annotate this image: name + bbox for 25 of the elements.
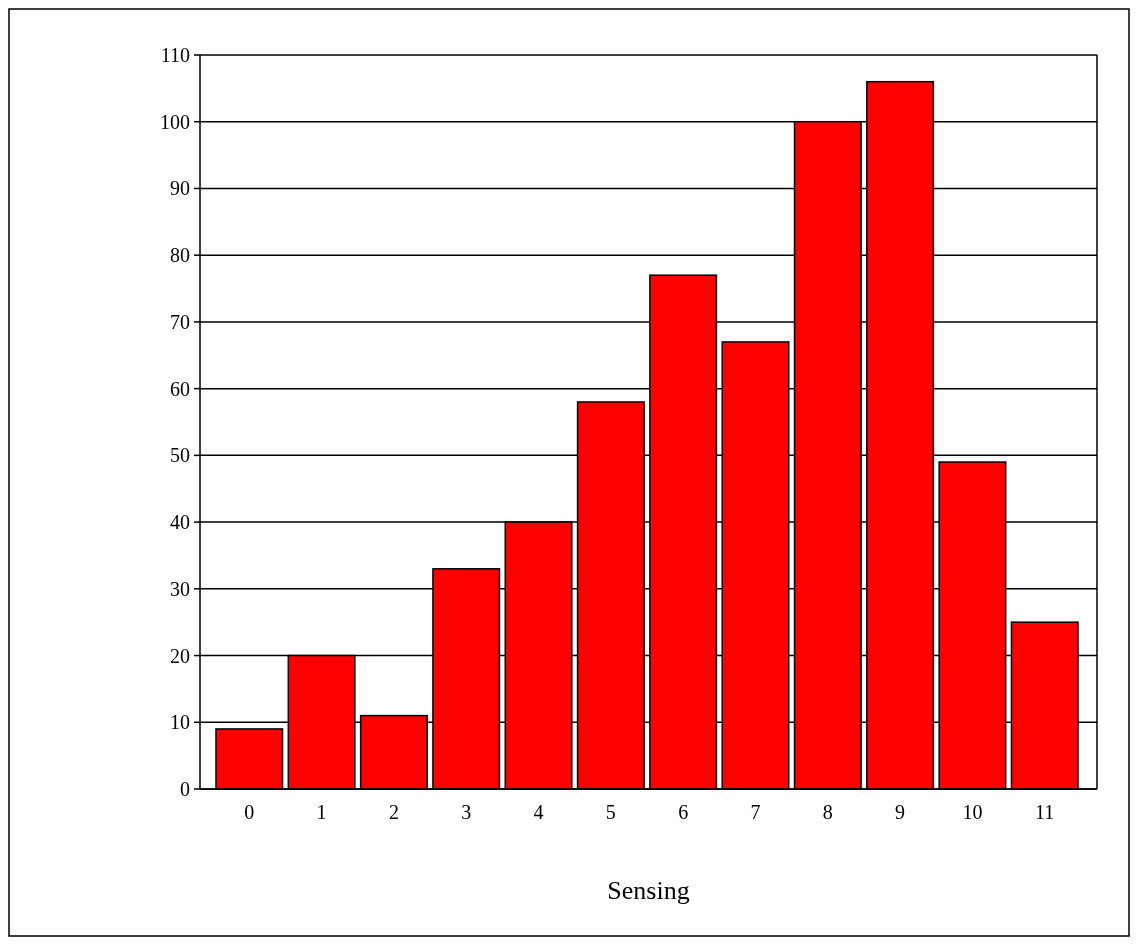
y-tick-label: 0 (180, 778, 190, 800)
x-tick-label: 4 (533, 801, 544, 823)
x-tick-label: 2 (388, 801, 399, 823)
y-tick-label: 110 (160, 44, 190, 66)
x-tick-label: 5 (605, 801, 616, 823)
x-tick-label: 1 (316, 801, 327, 823)
x-tick-label: 11 (1035, 801, 1055, 823)
y-tick-label: 50 (170, 444, 190, 467)
y-tick-label: 20 (170, 644, 190, 667)
y-tick-label: 80 (170, 244, 190, 267)
x-tick-label: 10 (962, 801, 983, 823)
y-tick-label: 10 (170, 711, 190, 734)
y-tick-label: 70 (170, 310, 190, 333)
x-tick-label: 8 (822, 801, 833, 823)
x-tick-label: 3 (461, 801, 472, 823)
x-tick-label: 0 (244, 801, 255, 823)
y-tick-label: 100 (160, 110, 190, 133)
y-tick-label: 60 (170, 377, 190, 400)
y-tick-label: 90 (170, 177, 190, 200)
x-axis-title: Sensing (607, 876, 690, 905)
x-tick-label: 6 (678, 801, 689, 823)
y-tick-label: 30 (170, 577, 190, 600)
x-tick-label: 9 (895, 801, 906, 823)
x-tick-label: 7 (750, 801, 761, 823)
y-tick-label: 40 (170, 511, 190, 534)
